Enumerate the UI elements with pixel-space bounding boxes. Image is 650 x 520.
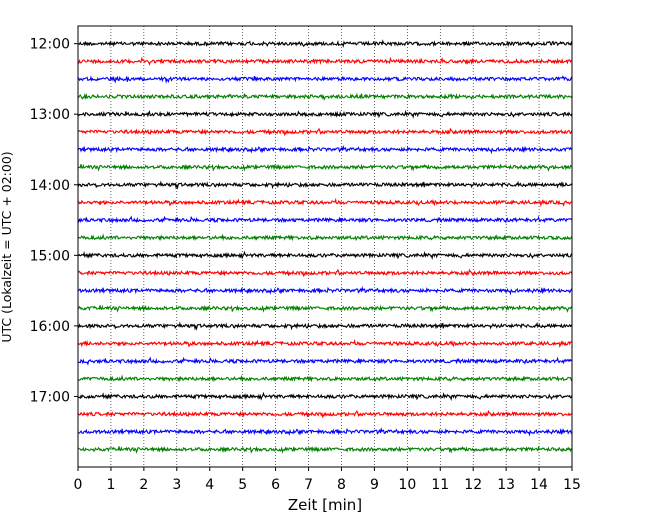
x-tick-label: 12 [464,477,482,493]
y-tick-label: 15:00 [30,248,70,264]
seismogram-trace [77,268,573,278]
x-tick-label: 14 [530,477,548,493]
y-tick-label: 16:00 [30,319,70,335]
x-tick-label: 13 [497,477,515,493]
seismogram-trace [77,163,573,172]
y-tick-label: 14:00 [30,178,70,194]
seismogram-trace [77,56,573,66]
x-tick-label: 0 [74,477,83,493]
seismogram-trace [77,391,573,402]
seismogram-trace [77,374,573,383]
y-tick-label: 13:00 [30,107,70,123]
x-tick-label: 7 [304,477,313,493]
y-axis-label: UTC (Lokalzeit = UTC + 02:00) [0,151,14,342]
x-tick-label: 6 [271,477,280,493]
seismogram-trace [77,180,573,190]
axes: 0 1 2 3 4 5 6 7 8 9 10 11 12 13 14 1512:0013:0014:0015:… [30,25,581,493]
plot-frame [77,25,573,468]
seismogram-trace [77,233,573,242]
x-axis-label: Zeit [min] [288,496,362,514]
seismogram-trace [77,39,573,48]
x-tick-label: 4 [205,477,214,493]
seismogram-trace [77,127,573,137]
seismogram-trace [77,356,573,366]
x-tick-label: 15 [563,477,581,493]
seismogram-trace [77,304,573,313]
seismogram-trace [77,144,573,155]
y-tick-label: 12:00 [30,37,70,53]
seismogram-trace [77,285,573,296]
seismogram-trace [77,445,573,454]
x-tick-label: 5 [238,477,247,493]
y-tick-label: 17:00 [30,389,70,405]
seismogram-trace [77,75,573,84]
seismogram-trace [77,197,573,207]
seismogram-trace [77,426,573,437]
seismogram-trace [77,215,573,224]
seismogram-trace [77,250,573,260]
x-tick-label: 11 [431,477,449,493]
grid-lines [110,26,540,467]
seismogram-trace [77,92,573,101]
seismogram-trace [77,109,573,119]
seismogram-trace [77,409,573,419]
seismogram-trace [77,321,573,331]
x-tick-label: 3 [172,477,181,493]
x-tick-label: 8 [337,477,346,493]
x-tick-label: 1 [106,477,115,493]
x-tick-label: 10 [398,477,416,493]
seismogram-traces [77,39,573,454]
x-tick-label: 2 [139,477,148,493]
seismogram-trace [77,338,573,349]
x-tick-label: 9 [370,477,379,493]
